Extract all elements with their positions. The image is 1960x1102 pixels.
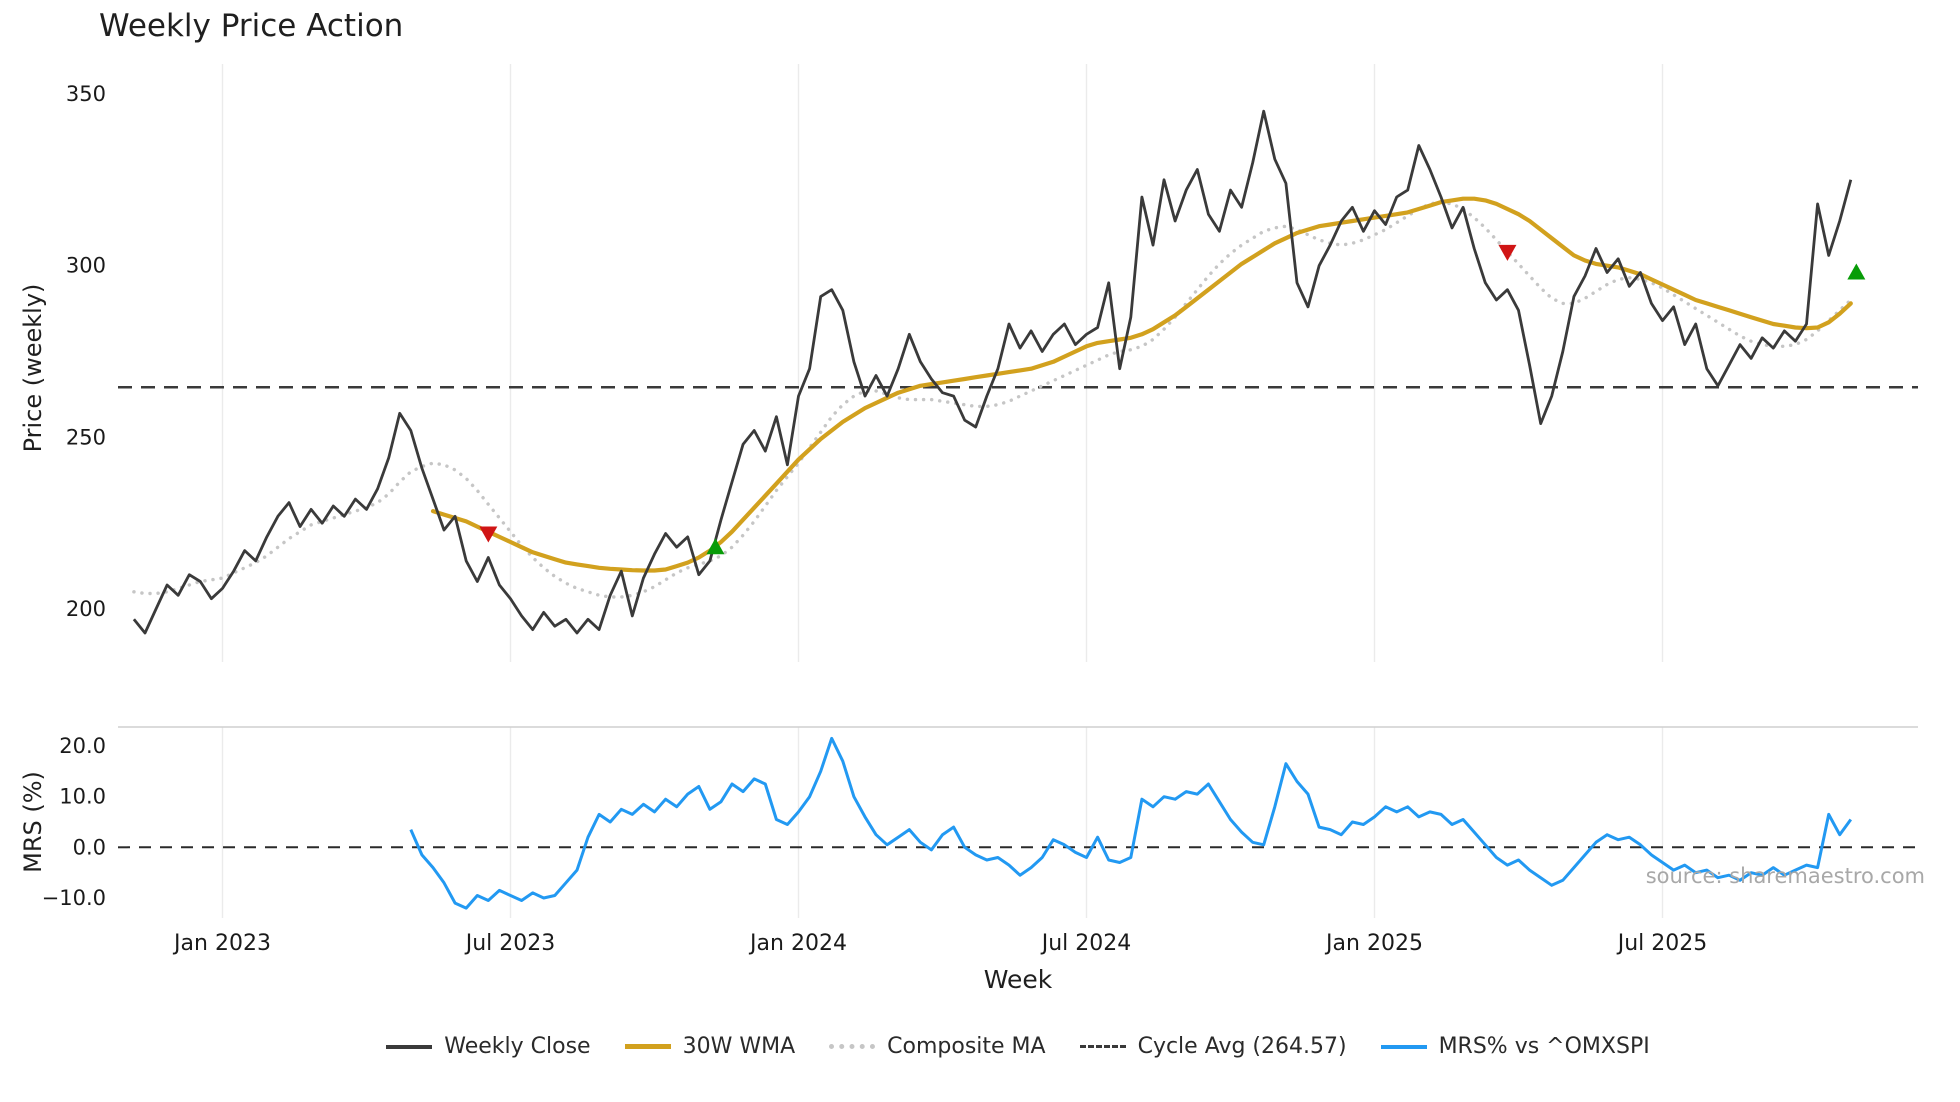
legend-label-mrs: MRS% vs ^OMXSPI <box>1438 1034 1650 1059</box>
mrs-y-tick-label: 20.0 <box>59 734 106 758</box>
legend-label-cycle-avg: Cycle Avg (264.57) <box>1137 1034 1347 1059</box>
chart-title: Weekly Price Action <box>99 8 404 44</box>
price-y-tick-label: 300 <box>66 254 106 278</box>
legend-item-composite-ma: Composite MA <box>829 1034 1046 1059</box>
legend-item-cycle-avg: Cycle Avg (264.57) <box>1079 1034 1347 1059</box>
x-tick-label: Jan 2023 <box>172 931 271 956</box>
x-tick-label: Jan 2025 <box>1324 931 1423 956</box>
composite-ma-line-swatch <box>829 1044 876 1049</box>
legend-label-30w-wma: 30W WMA <box>682 1034 796 1059</box>
x-tick-label: Jul 2024 <box>1040 931 1132 956</box>
sell-signal-marker <box>1498 244 1517 261</box>
mrs-y-tick-label: 0.0 <box>73 835 106 859</box>
price-y-tick-label: 250 <box>66 425 106 449</box>
price-axis-label: Price (weekly) <box>19 283 47 453</box>
x-tick-label: Jul 2023 <box>464 931 556 956</box>
legend-item-mrs: MRS% vs ^OMXSPI <box>1380 1034 1650 1059</box>
price-y-tick-label: 350 <box>66 82 106 106</box>
legend-label-weekly-close: Weekly Close <box>444 1034 591 1059</box>
sell-signal-marker <box>479 526 498 543</box>
mrs-line <box>409 736 1853 910</box>
x-axis-label: Week <box>983 965 1053 994</box>
buy-signal-marker <box>1847 263 1866 280</box>
source-watermark: source: sharemaestro.com <box>1645 864 1925 888</box>
mrs-line-swatch <box>1380 1044 1427 1049</box>
legend: Weekly Close 30W WMA Composite MA Cycle … <box>118 1034 1918 1059</box>
x-tick-label: Jan 2024 <box>748 931 847 956</box>
x-tick-label: Jul 2025 <box>1616 931 1708 956</box>
weekly-close-line <box>132 109 1853 635</box>
weekly-close-line-swatch <box>386 1044 433 1049</box>
buy-signal-marker <box>706 538 725 555</box>
mrs-y-tick-label: 10.0 <box>59 785 106 809</box>
legend-item-weekly-close: Weekly Close <box>386 1034 591 1059</box>
cycle-avg-line-swatch <box>1079 1045 1126 1048</box>
composite-ma-line <box>132 200 1853 599</box>
mrs-axis-label: MRS (%) <box>19 771 47 873</box>
wma-line-swatch <box>624 1044 671 1049</box>
price-y-tick-label: 200 <box>66 597 106 621</box>
wma-30w-line <box>430 196 1853 573</box>
legend-item-30w-wma: 30W WMA <box>624 1034 796 1059</box>
legend-label-composite-ma: Composite MA <box>887 1034 1046 1059</box>
mrs-y-tick-label: −10.0 <box>42 886 106 910</box>
